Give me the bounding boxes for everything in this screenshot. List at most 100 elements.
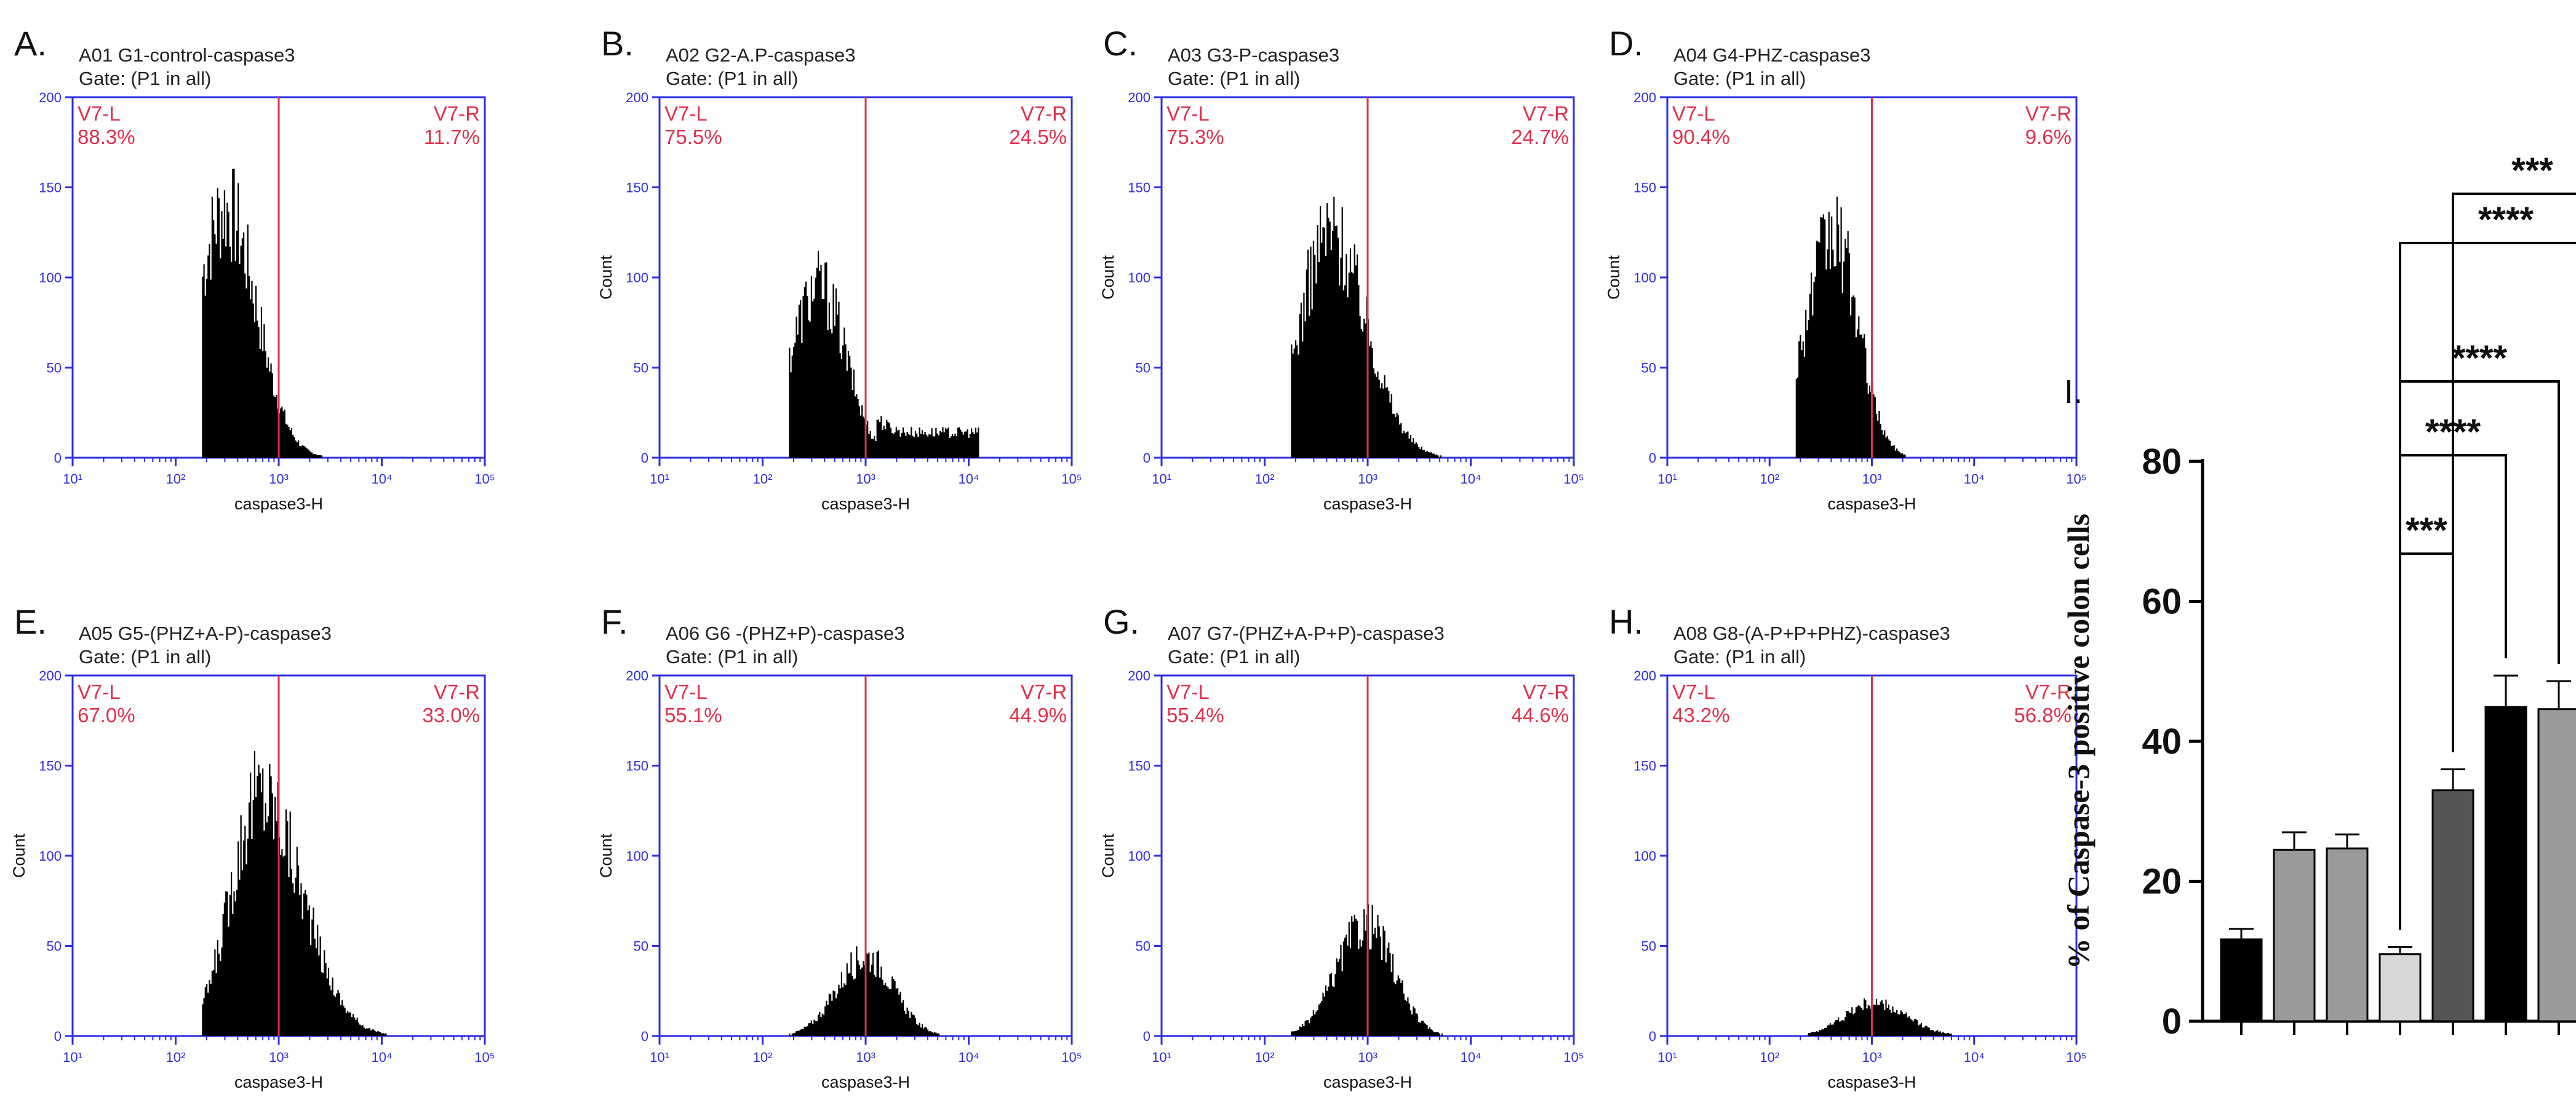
gate-right-percent: 11.7%: [424, 126, 480, 148]
x-tick-label: 10²: [753, 1050, 773, 1065]
y-tick-label: 60: [2142, 582, 2182, 622]
significance-bracket: [2399, 242, 2576, 930]
gate-left-percent: 75.5%: [664, 126, 722, 148]
x-axis-label: caspase3-H: [1827, 1073, 1916, 1091]
x-tick-label: 10⁵: [474, 471, 495, 487]
y-axis-label: % of Caspase-3 positive colon cells: [2061, 514, 2095, 969]
gate-left-label: V7-L: [1672, 102, 1715, 125]
bar-g3: [2326, 847, 2369, 1022]
x-tick-label: 10⁵: [1061, 1050, 1082, 1065]
y-tick-label: 100: [1633, 270, 1656, 285]
x-tick-label: 10³: [269, 1050, 289, 1065]
x-axis-label: caspase3-H: [234, 1073, 323, 1091]
gate-left-label: V7-L: [1672, 680, 1715, 703]
y-axis-label: Count: [597, 833, 615, 878]
x-axis-label: caspase3-H: [1323, 495, 1412, 513]
gate-left-percent: 88.3%: [78, 126, 135, 148]
panel-letter: I.: [2064, 373, 2083, 410]
bar-g5: [2431, 789, 2474, 1022]
x-tick-label: 10⁵: [2066, 1050, 2087, 1065]
y-tick-label: 50: [634, 939, 648, 954]
x-tick-label: 10⁴: [959, 471, 979, 487]
sample-title: A08 G8-(A-P+P+PHZ)-caspase3: [1673, 623, 1950, 644]
gate-left-label: V7-L: [1166, 680, 1210, 703]
y-tick-label: 100: [626, 270, 648, 285]
gate-text: Gate: (P1 in all): [666, 646, 798, 668]
gate-text: Gate: (P1 in all): [79, 646, 211, 668]
y-tick-label: 100: [1633, 848, 1656, 864]
significance-bracket: [2399, 380, 2560, 930]
y-tick-label: 50: [1641, 939, 1656, 954]
x-tick-label: 10⁴: [1964, 471, 1985, 487]
y-tick-label: 200: [1633, 668, 1656, 684]
bar-chart-panel-i: I. 0 20 40 60 80 % of Caspase-3 positive colon…: [2061, 151, 2576, 1042]
y-tick-label: 200: [626, 668, 648, 684]
x-tick-label: 10⁴: [372, 471, 393, 487]
x-tick-label: 10⁴: [372, 1050, 393, 1065]
x-tick-label: 10¹: [650, 471, 669, 487]
y-tick-label: 200: [1128, 90, 1150, 105]
x-axis-label: caspase3-H: [1323, 1073, 1412, 1091]
y-tick-label: 50: [47, 361, 62, 376]
gate-right-label: V7-R: [434, 680, 480, 703]
gate-right-label: V7-R: [1523, 680, 1569, 703]
x-tick-label: 10⁴: [1461, 471, 1481, 487]
histogram-bars: [1291, 196, 1442, 458]
gate-text: Gate: (P1 in all): [1673, 646, 1806, 668]
x-axis-label: caspase3-H: [821, 1073, 910, 1091]
gate-right-label: V7-R: [1021, 680, 1067, 703]
bar-g2: [2273, 848, 2316, 1022]
x-tick-label: 10⁵: [474, 1050, 495, 1065]
x-tick-label: 10⁴: [959, 1050, 979, 1065]
histogram-bars: [1808, 998, 1952, 1036]
x-tick-label: 10³: [856, 471, 875, 487]
gate-left-label: V7-L: [78, 102, 121, 125]
bar-g4: [2379, 953, 2422, 1022]
y-tick-label: 100: [626, 848, 648, 864]
panel-letter: D.: [1609, 24, 1643, 63]
panel-letter: F.: [601, 602, 628, 641]
x-tick-label: 10²: [1760, 1050, 1779, 1065]
significance-bracket: [2452, 193, 2576, 752]
sample-title: A04 G4-PHZ-caspase3: [1673, 44, 1870, 66]
gate-right-label: V7-R: [434, 102, 480, 125]
panel-letter: B.: [601, 24, 634, 63]
y-tick-label: 100: [1128, 848, 1150, 864]
y-axis-label: Count: [1099, 833, 1117, 878]
x-tick-label: 10⁵: [2066, 471, 2087, 487]
y-tick-label: 20: [2142, 862, 2182, 902]
panel-letter: A.: [14, 24, 47, 63]
y-tick-label: 100: [39, 270, 62, 285]
gate-right-percent: 44.6%: [1511, 704, 1569, 727]
y-tick-label: 150: [39, 180, 62, 196]
y-tick-label: 0: [641, 450, 648, 466]
y-tick-label: 50: [1136, 939, 1150, 954]
gate-left-label: V7-L: [664, 102, 708, 125]
significance-label: ***: [2406, 511, 2447, 551]
y-tick-label: 150: [1128, 180, 1150, 196]
panel-letter: G.: [1103, 602, 1139, 641]
gate-left-percent: 67.0%: [78, 704, 135, 727]
histogram-bars: [202, 751, 387, 1036]
sample-title: A07 G7-(PHZ+A-P+P)-caspase3: [1168, 623, 1445, 644]
bar-g7: [2537, 708, 2576, 1022]
x-tick-label: 10³: [1862, 471, 1882, 487]
significance-label: ****: [2478, 200, 2534, 240]
y-axis-label: Count: [10, 833, 28, 878]
y-tick-label: 200: [1128, 668, 1150, 684]
y-tick-label: 0: [1649, 450, 1656, 466]
x-tick-label: 10³: [1358, 471, 1378, 487]
histogram-bars: [1795, 196, 1906, 458]
sample-title: A03 G3-P-caspase3: [1168, 44, 1339, 66]
x-tick-label: 10⁴: [1964, 1050, 1985, 1065]
y-tick-label: 50: [1136, 361, 1150, 376]
y-tick-label: 0: [641, 1029, 648, 1044]
y-tick-label: 200: [39, 668, 62, 684]
y-tick-label: 200: [626, 90, 648, 105]
histogram-bars: [789, 250, 979, 458]
